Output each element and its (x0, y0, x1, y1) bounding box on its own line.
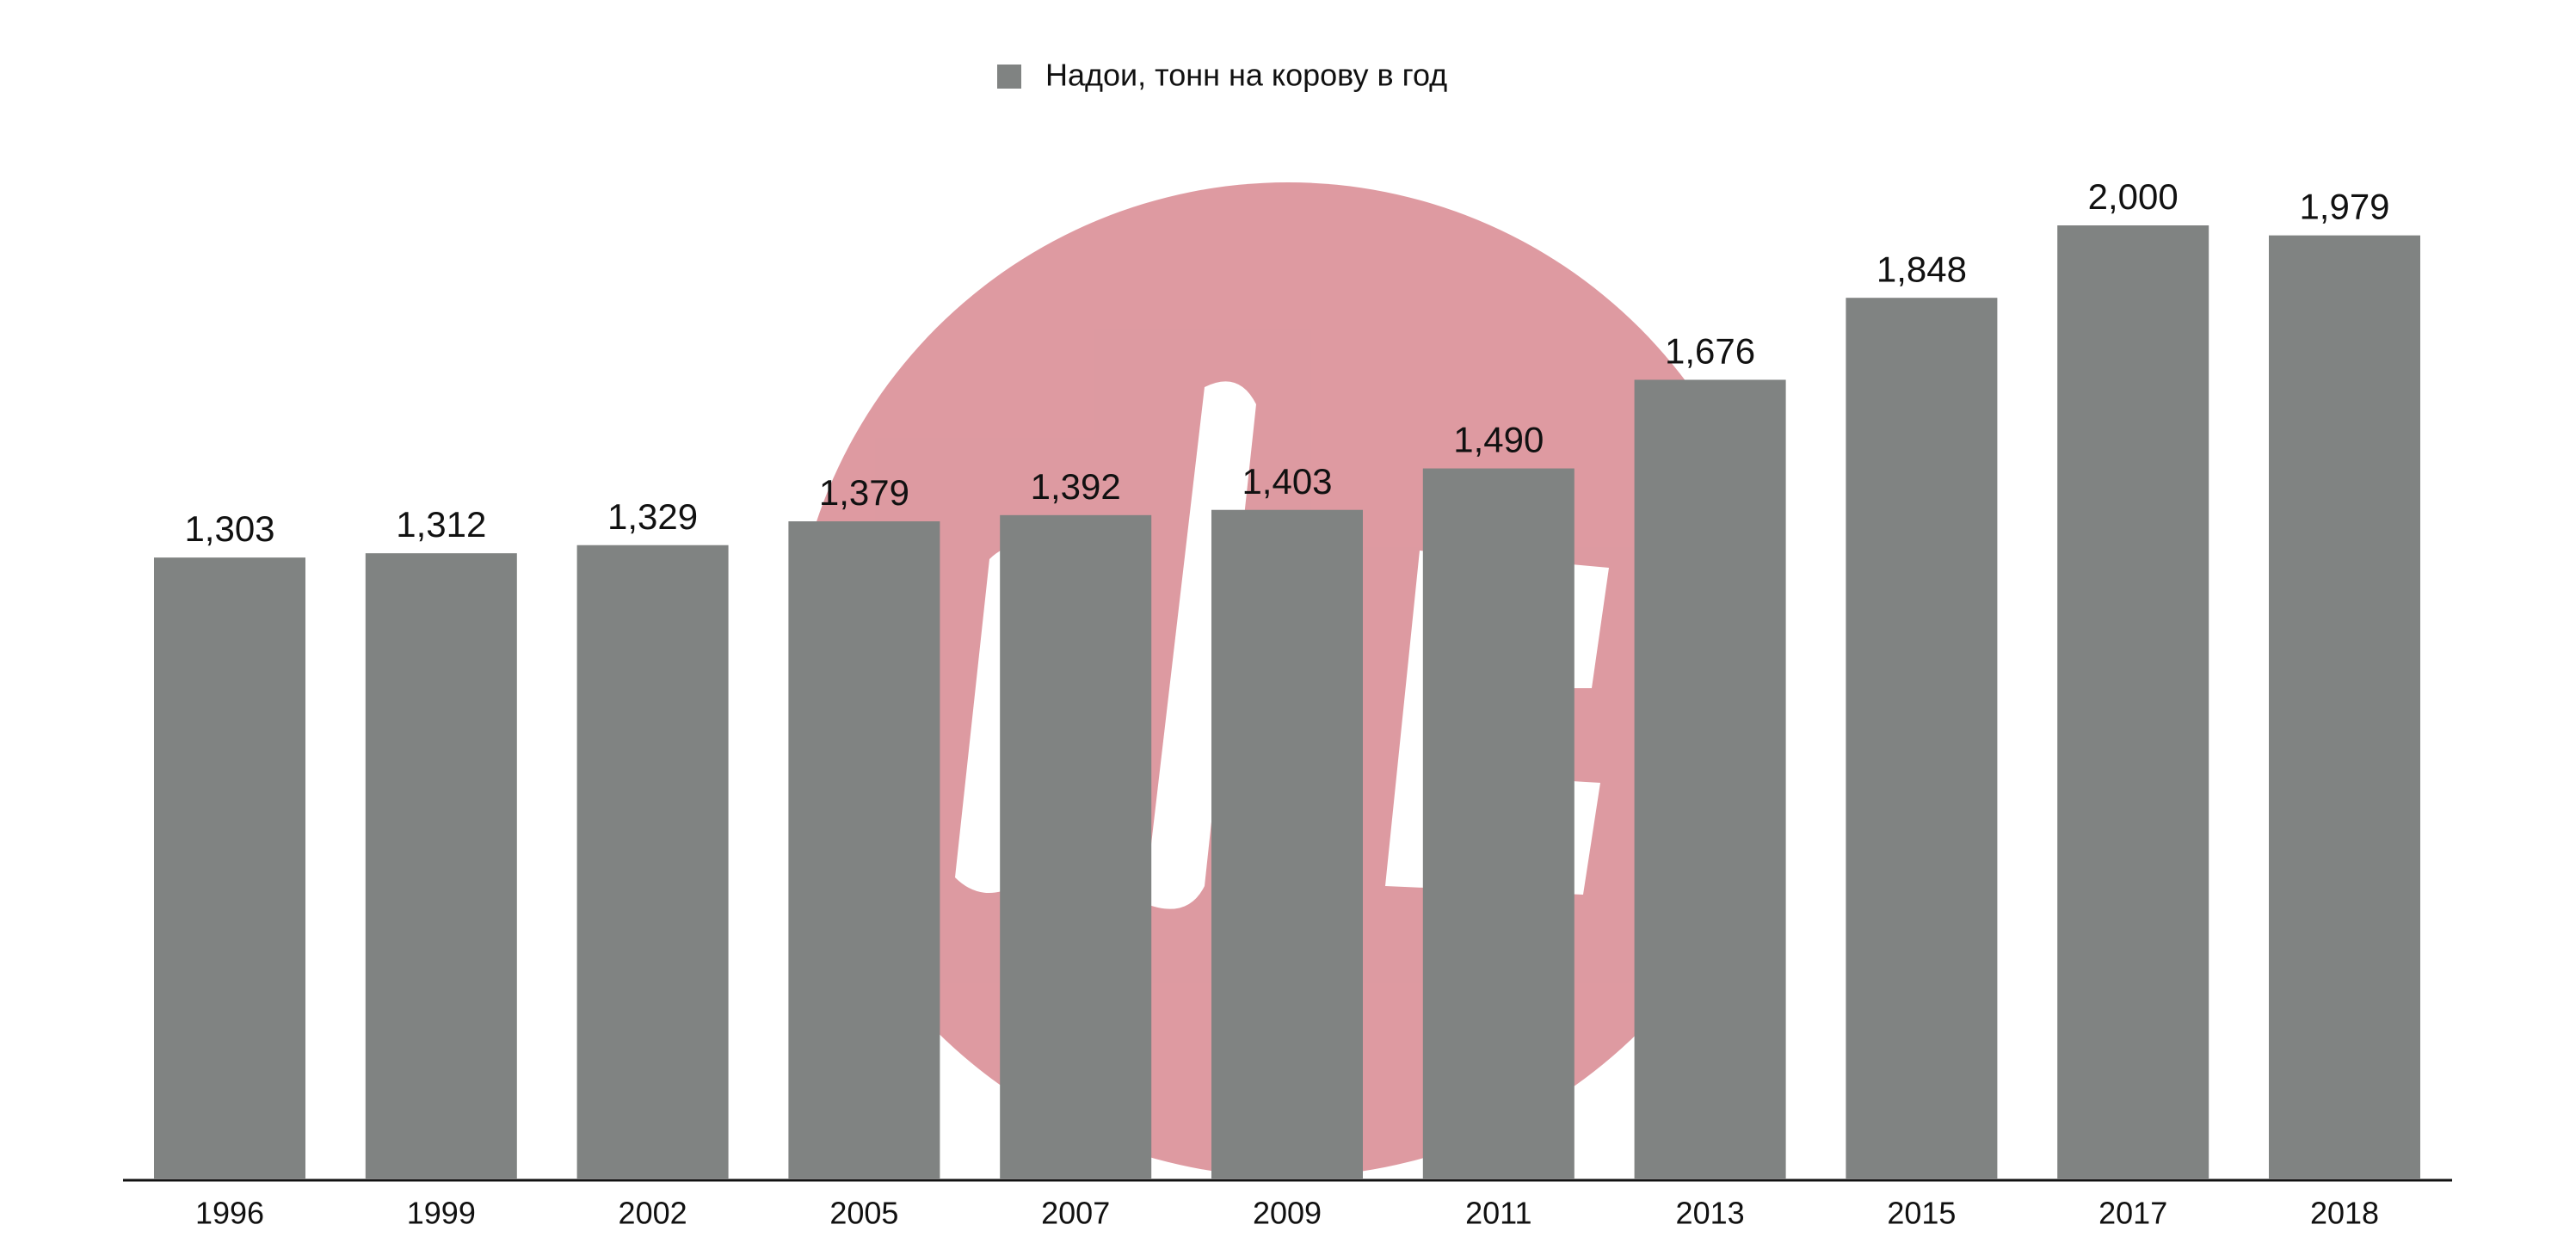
legend-swatch (997, 65, 1021, 89)
bar (1000, 514, 1152, 1179)
value-label: 1,303 (184, 508, 274, 549)
value-label: 1,329 (607, 496, 698, 537)
x-tick-label: 1999 (407, 1196, 476, 1231)
x-tick-label: 2009 (1253, 1196, 1322, 1231)
bar (1846, 298, 1998, 1179)
value-label: 1,490 (1453, 420, 1544, 460)
x-tick-label: 2007 (1041, 1196, 1110, 1231)
x-tick-label: 2013 (1676, 1196, 1745, 1231)
x-tick-label: 2002 (619, 1196, 687, 1231)
bar (365, 553, 517, 1179)
bar (2269, 235, 2420, 1179)
value-label: 2,000 (2088, 176, 2179, 217)
value-label: 1,676 (1665, 331, 1755, 372)
bar (154, 557, 305, 1179)
legend: Надои, тонн на корову в год (997, 58, 1447, 93)
x-tick-label: 2011 (1465, 1196, 1531, 1231)
value-label: 1,403 (1242, 461, 1332, 502)
x-tick-label: 1996 (195, 1196, 264, 1231)
bar (2057, 225, 2209, 1179)
x-tick-label: 2017 (2098, 1196, 2167, 1231)
x-tick-label: 2005 (829, 1196, 898, 1231)
bar (1634, 379, 1786, 1179)
bar (1422, 468, 1575, 1179)
bar (576, 545, 729, 1179)
bar (788, 521, 940, 1179)
bar (1211, 509, 1363, 1179)
x-tick-label: 2015 (1887, 1196, 1956, 1231)
value-label: 1,848 (1877, 249, 1967, 289)
value-label: 1,312 (396, 504, 486, 545)
legend-label: Надои, тонн на корову в год (1045, 58, 1447, 93)
value-label: 1,379 (819, 472, 909, 513)
x-tick-label: 2018 (2310, 1196, 2379, 1231)
value-label: 1,392 (1031, 466, 1121, 507)
value-label: 1,979 (2299, 187, 2389, 227)
